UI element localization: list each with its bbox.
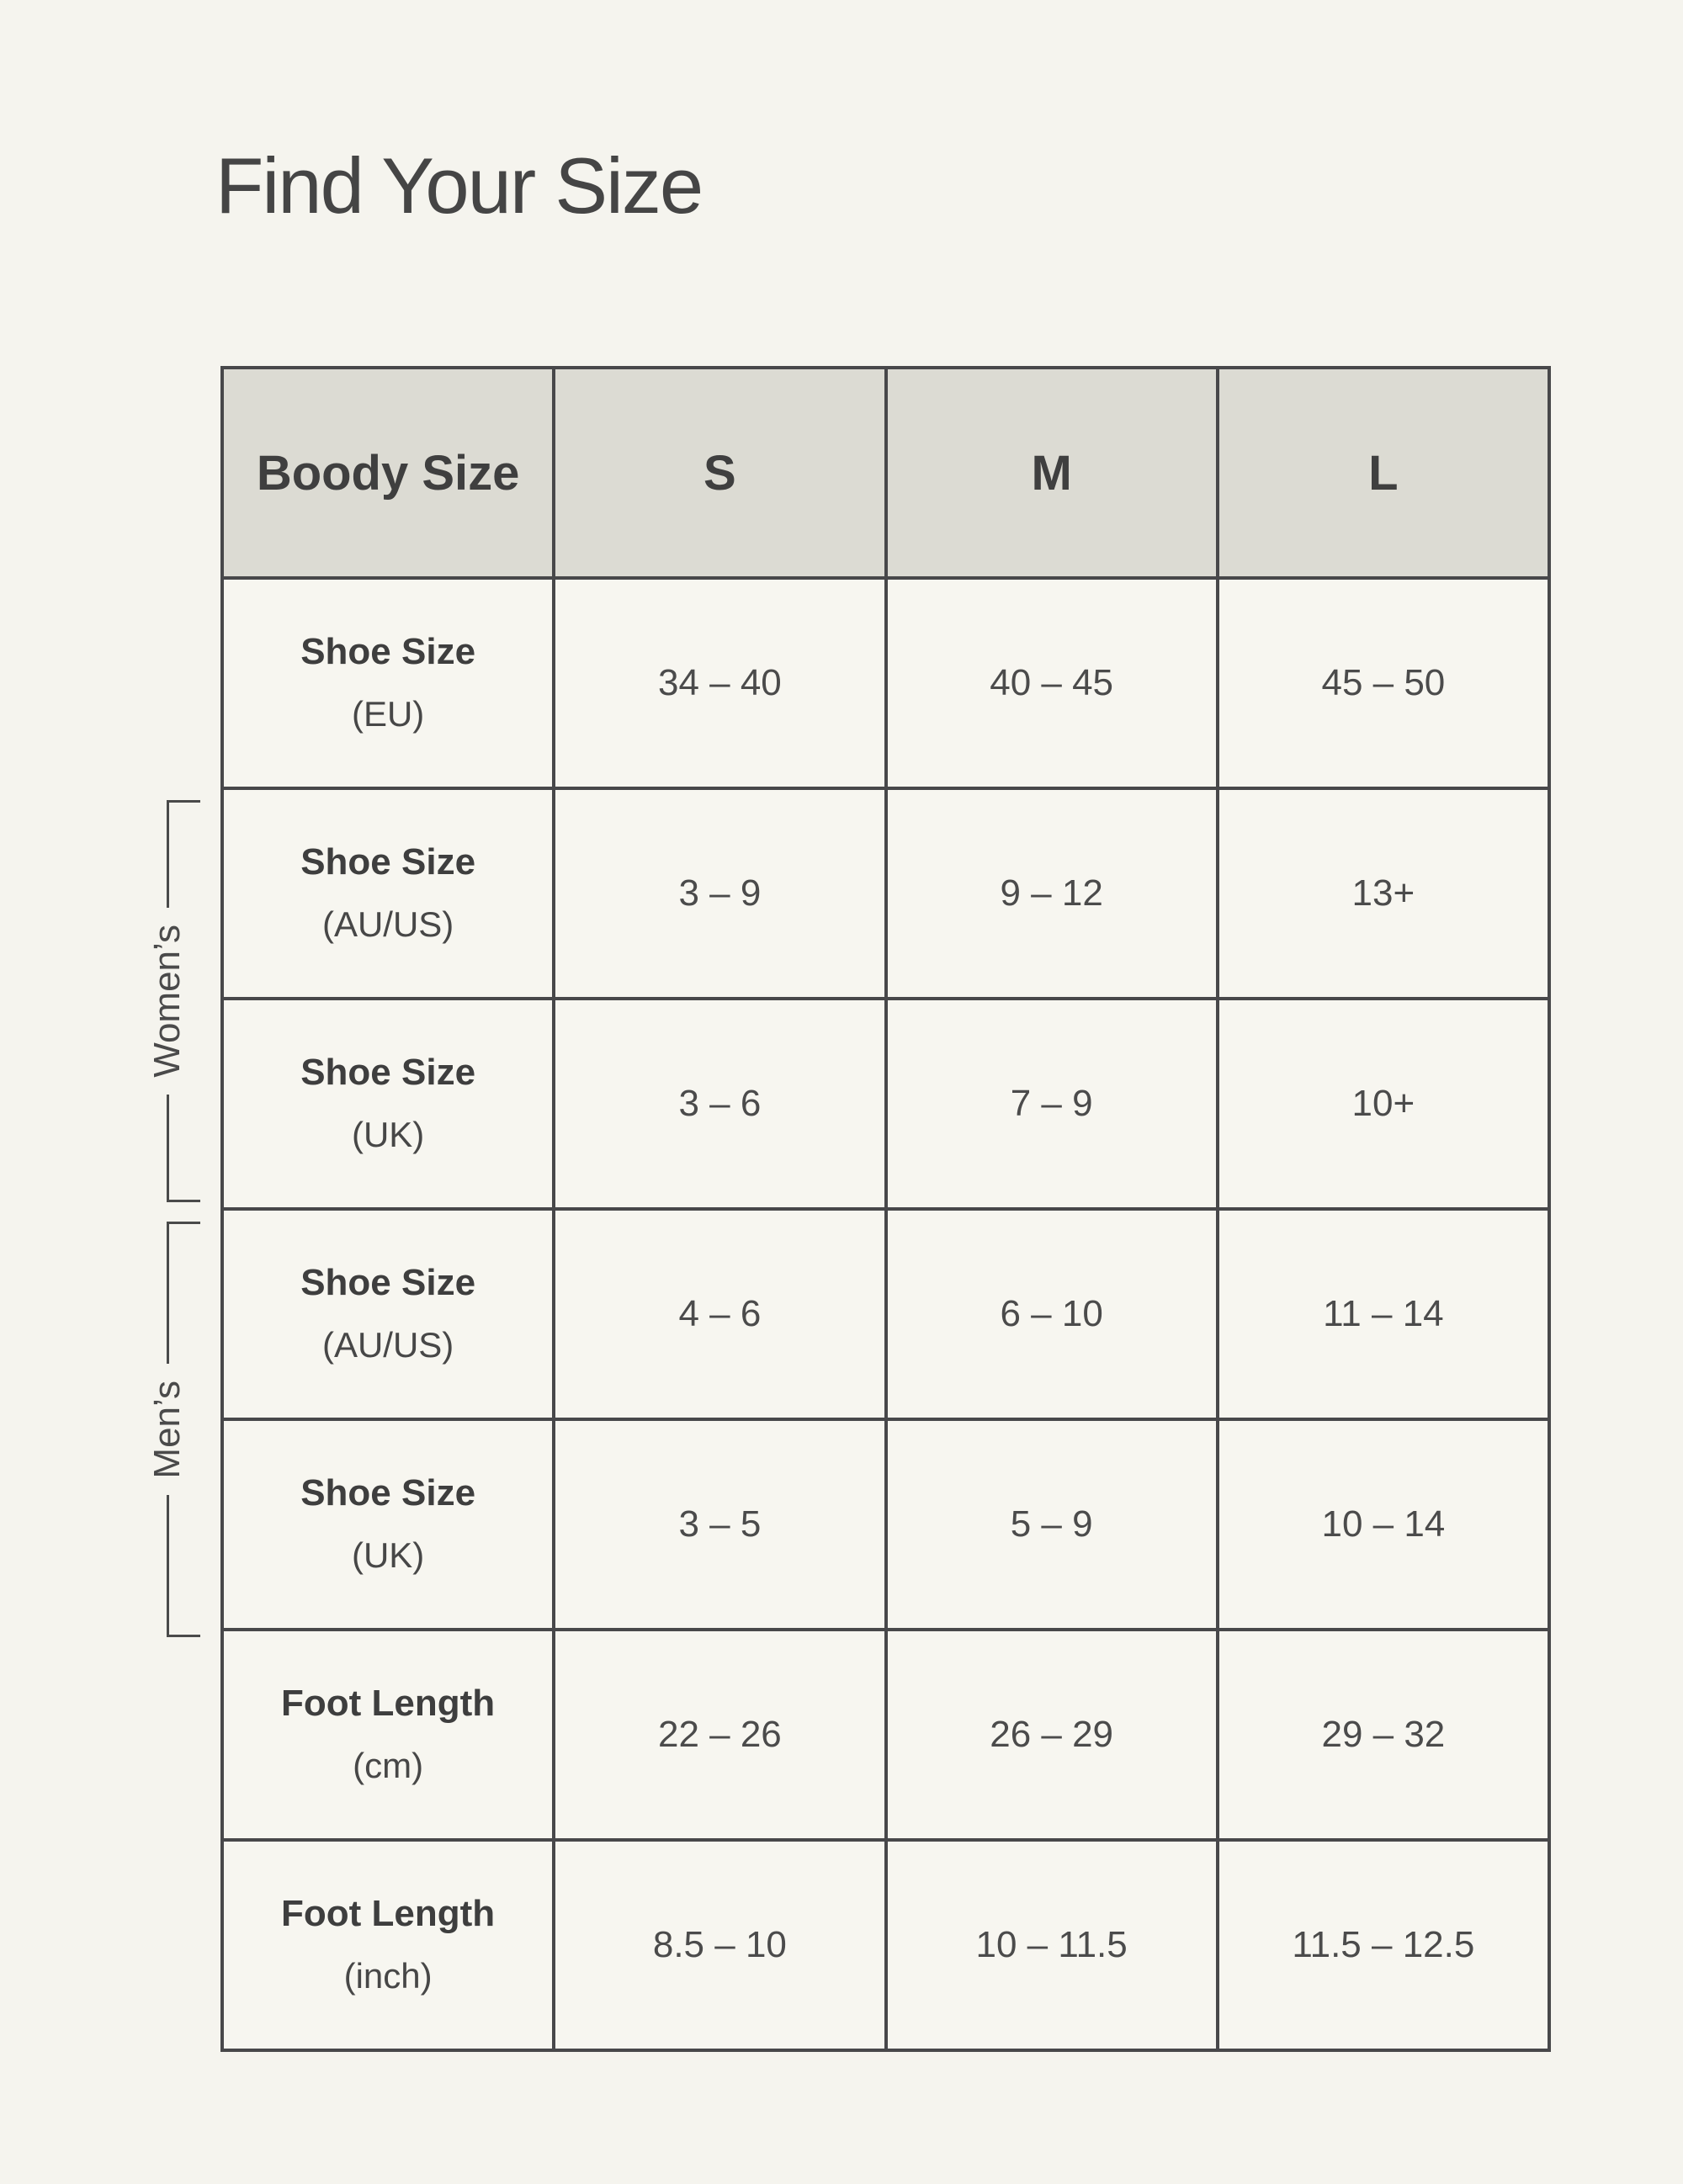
cell-womens-au-us-m: 9 – 12 xyxy=(884,787,1219,1000)
table-row-mens-uk: Shoe Size (UK) 3 – 5 5 – 9 10 – 14 xyxy=(220,1418,1552,1631)
cell-foot-length-inch-l: 11.5 – 12.5 xyxy=(1215,1838,1552,2052)
cell-mens-uk-s: 3 – 5 xyxy=(552,1418,888,1631)
table-row-shoe-size-eu: Shoe Size (EU) 34 – 40 40 – 45 45 – 50 xyxy=(220,576,1552,790)
header-size-s: S xyxy=(552,366,888,580)
mens-bracket-line-bottom xyxy=(167,1495,200,1638)
cell-womens-uk-l: 10+ xyxy=(1215,997,1552,1211)
cell-eu-m: 40 – 45 xyxy=(884,576,1219,790)
page-title: Find Your Size xyxy=(215,141,703,230)
womens-bracket-line-top xyxy=(167,800,200,909)
womens-bracket-line-bottom xyxy=(167,1094,200,1202)
cell-foot-length-inch-s: 8.5 – 10 xyxy=(552,1838,888,2052)
header-boody-size: Boody Size xyxy=(220,366,556,580)
cell-womens-au-us-l: 13+ xyxy=(1215,787,1552,1000)
womens-group-label: Women’s xyxy=(146,925,188,1078)
row-label-mens-uk: Shoe Size (UK) xyxy=(220,1418,556,1631)
cell-foot-length-cm-l: 29 – 32 xyxy=(1215,1628,1552,1842)
cell-eu-l: 45 – 50 xyxy=(1215,576,1552,790)
womens-group-bracket: Women’s xyxy=(146,800,200,1202)
cell-mens-au-us-l: 11 – 14 xyxy=(1215,1207,1552,1421)
cell-foot-length-inch-m: 10 – 11.5 xyxy=(884,1838,1219,2052)
cell-mens-au-us-s: 4 – 6 xyxy=(552,1207,888,1421)
cell-mens-au-us-m: 6 – 10 xyxy=(884,1207,1219,1421)
table-row-womens-au-us: Shoe Size (AU/US) 3 – 9 9 – 12 13+ xyxy=(220,787,1552,1000)
table-row-foot-length-cm: Foot Length (cm) 22 – 26 26 – 29 29 – 32 xyxy=(220,1628,1552,1842)
row-label-womens-uk: Shoe Size (UK) xyxy=(220,997,556,1211)
cell-womens-uk-s: 3 – 6 xyxy=(552,997,888,1211)
mens-bracket-line-top xyxy=(167,1222,200,1364)
row-label-shoe-size-eu: Shoe Size (EU) xyxy=(220,576,556,790)
row-label-womens-au-us: Shoe Size (AU/US) xyxy=(220,787,556,1000)
cell-mens-uk-l: 10 – 14 xyxy=(1215,1418,1552,1631)
mens-group-bracket: Men’s xyxy=(146,1222,200,1638)
row-label-foot-length-cm: Foot Length (cm) xyxy=(220,1628,556,1842)
table-row-womens-uk: Shoe Size (UK) 3 – 6 7 – 9 10+ xyxy=(220,997,1552,1211)
cell-foot-length-cm-s: 22 – 26 xyxy=(552,1628,888,1842)
table-row-foot-length-inch: Foot Length (inch) 8.5 – 10 10 – 11.5 11… xyxy=(220,1838,1552,2052)
row-label-mens-au-us: Shoe Size (AU/US) xyxy=(220,1207,556,1421)
size-chart-table: Boody Size S M L Shoe Size (EU) 34 – 40 … xyxy=(220,366,1552,2052)
table-row-mens-au-us: Shoe Size (AU/US) 4 – 6 6 – 10 11 – 14 xyxy=(220,1207,1552,1421)
size-chart-header-row: Boody Size S M L xyxy=(220,366,1552,580)
cell-eu-s: 34 – 40 xyxy=(552,576,888,790)
cell-womens-au-us-s: 3 – 9 xyxy=(552,787,888,1000)
cell-foot-length-cm-m: 26 – 29 xyxy=(884,1628,1219,1842)
row-label-foot-length-inch: Foot Length (inch) xyxy=(220,1838,556,2052)
mens-group-label: Men’s xyxy=(146,1380,188,1479)
header-size-l: L xyxy=(1215,366,1552,580)
cell-mens-uk-m: 5 – 9 xyxy=(884,1418,1219,1631)
cell-womens-uk-m: 7 – 9 xyxy=(884,997,1219,1211)
header-size-m: M xyxy=(884,366,1219,580)
